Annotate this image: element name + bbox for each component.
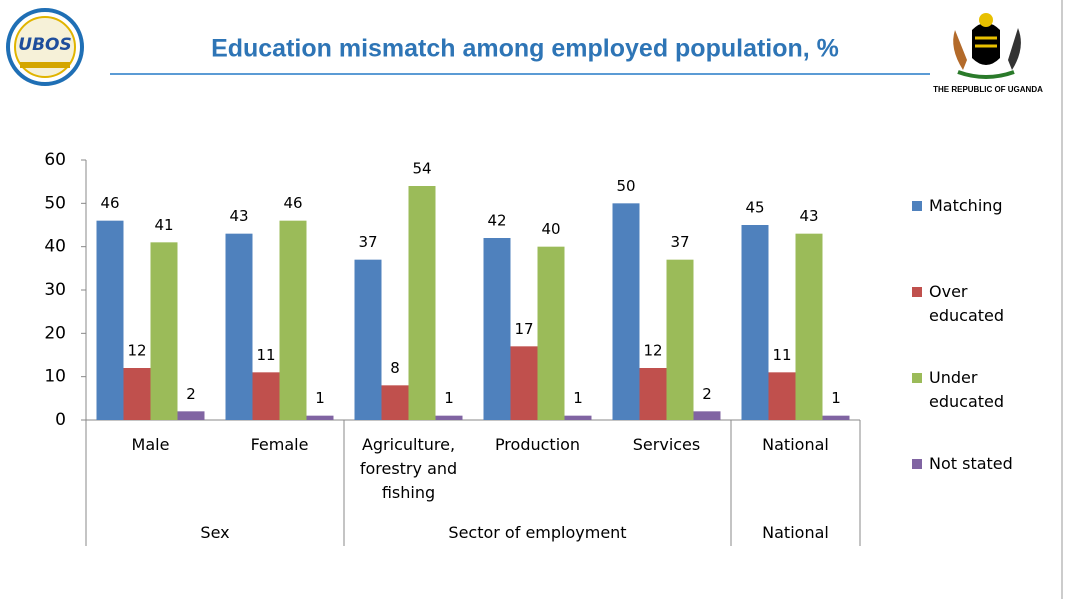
bar [822, 415, 850, 420]
bar [693, 411, 721, 420]
data-label: 37 [670, 233, 689, 251]
data-label: 11 [772, 346, 791, 364]
data-label: 1 [315, 389, 325, 407]
bar [795, 233, 823, 420]
data-label: 12 [127, 342, 146, 360]
data-label: 42 [487, 212, 506, 230]
bar [741, 225, 769, 420]
bar [768, 372, 796, 420]
bar [123, 368, 151, 420]
bar [225, 233, 253, 420]
legend-label: Under educated [929, 368, 1005, 411]
legend-swatch [912, 373, 922, 383]
data-label: 46 [283, 194, 302, 212]
y-tick-label: 0 [55, 410, 66, 430]
y-tick-label: 50 [44, 193, 66, 213]
data-label: 54 [412, 160, 431, 178]
legend-swatch [912, 287, 922, 297]
x-tick-label: National [762, 435, 829, 454]
data-label: 45 [745, 199, 764, 217]
bar [408, 186, 436, 420]
bar [354, 259, 382, 420]
bar [612, 203, 640, 420]
bar [381, 385, 409, 420]
x-tick-label: Agriculture, forestry and fishing [359, 435, 458, 502]
group-label: Sector of employment [448, 523, 627, 542]
data-label: 12 [643, 342, 662, 360]
data-label: 8 [390, 359, 400, 377]
legend-swatch [912, 459, 922, 469]
y-tick-label: 40 [44, 237, 66, 257]
data-label: 46 [100, 194, 119, 212]
x-tick-label: Production [494, 435, 581, 454]
legend-swatch [912, 201, 922, 211]
data-label: 1 [831, 389, 841, 407]
data-label: 40 [541, 220, 560, 238]
data-label: 2 [702, 385, 712, 403]
x-tick-label: Female [250, 435, 309, 454]
bar [306, 415, 334, 420]
bar [177, 411, 205, 420]
data-label: 11 [256, 346, 275, 364]
group-label: Sex [200, 523, 230, 542]
data-label: 37 [358, 233, 377, 251]
emblem-caption: THE REPUBLIC OF UGANDA [933, 85, 1043, 94]
bar [564, 415, 592, 420]
y-tick-label: 60 [44, 150, 66, 170]
bar [483, 238, 511, 420]
x-tick-label: Services [632, 435, 701, 454]
data-label: 1 [573, 389, 583, 407]
x-tick-label: Male [131, 435, 170, 454]
data-label: 43 [799, 207, 818, 225]
bar [537, 246, 565, 420]
bar [435, 415, 463, 420]
bar [639, 368, 667, 420]
bar [510, 346, 538, 420]
logo-text: UBOS [18, 35, 71, 55]
data-label: 50 [616, 177, 635, 195]
data-label: 17 [514, 320, 533, 338]
coat-of-arms [953, 13, 1021, 79]
legend-label: Matching [929, 196, 1003, 215]
logo: UBOS [6, 8, 84, 86]
bar [279, 220, 307, 420]
group-label: National [762, 523, 829, 542]
bar [150, 242, 178, 420]
bar [252, 372, 280, 420]
slide-title: Education mismatch among employed popula… [211, 35, 839, 63]
y-tick-label: 20 [44, 323, 66, 343]
y-tick-label: 10 [44, 367, 66, 387]
data-label: 2 [186, 385, 196, 403]
data-label: 1 [444, 389, 454, 407]
y-tick-label: 30 [44, 280, 66, 300]
bar [666, 259, 694, 420]
legend-label: Over educated [929, 282, 1005, 325]
bar [96, 220, 124, 420]
legend-label: Not stated [929, 454, 1013, 473]
data-label: 41 [154, 216, 173, 234]
data-label: 43 [229, 207, 248, 225]
